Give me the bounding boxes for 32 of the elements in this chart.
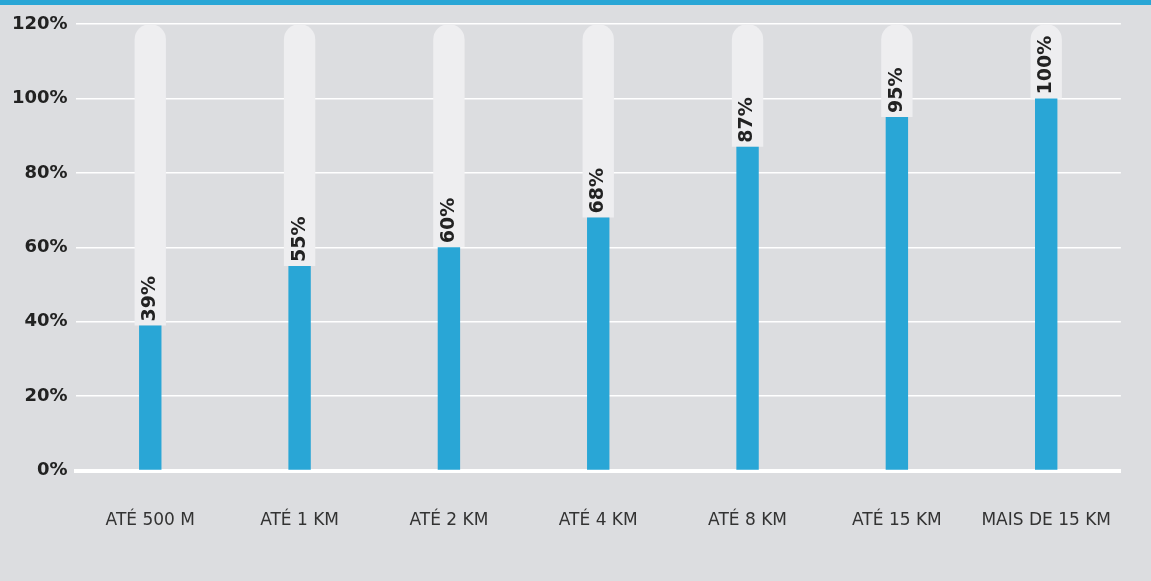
x-tick-label: ATÉ 4 KM bbox=[558, 508, 638, 530]
y-tick-label: 100% bbox=[12, 86, 68, 108]
data-label: 39% bbox=[137, 275, 160, 322]
bar bbox=[582, 24, 614, 218]
data-label: 55% bbox=[286, 216, 309, 262]
y-tick-label: 80% bbox=[24, 160, 68, 182]
bar bbox=[139, 325, 162, 470]
data-label: 95% bbox=[883, 67, 906, 114]
x-tick-label: ATÉ 500 M bbox=[105, 508, 195, 530]
bar bbox=[885, 117, 909, 470]
y-tick-label: 20% bbox=[24, 383, 68, 405]
bar bbox=[437, 247, 461, 470]
y-tick-label: 60% bbox=[24, 234, 68, 256]
y-tick-label: 40% bbox=[24, 309, 68, 331]
data-label: 60% bbox=[435, 197, 458, 244]
data-label: 100% bbox=[1033, 35, 1056, 95]
bar bbox=[283, 24, 316, 266]
bar bbox=[587, 217, 610, 470]
bar bbox=[433, 24, 465, 248]
bar bbox=[288, 265, 311, 470]
bar bbox=[736, 146, 759, 470]
x-tick-label: ATÉ 1 KM bbox=[260, 508, 340, 530]
x-tick-label: MAIS DE 15 KM bbox=[981, 509, 1111, 530]
x-tick-label: ATÉ 15 KM bbox=[852, 508, 942, 530]
data-label: 68% bbox=[585, 168, 608, 214]
y-tick-label: 0% bbox=[37, 458, 68, 480]
x-tick-label: ATÉ 8 KM bbox=[708, 508, 787, 530]
bar bbox=[134, 24, 166, 326]
data-label: 87% bbox=[734, 97, 757, 143]
y-tick-label: 120% bbox=[12, 11, 68, 33]
x-tick-label: ATÉ 2 KM bbox=[409, 508, 489, 530]
bar bbox=[1035, 98, 1058, 470]
